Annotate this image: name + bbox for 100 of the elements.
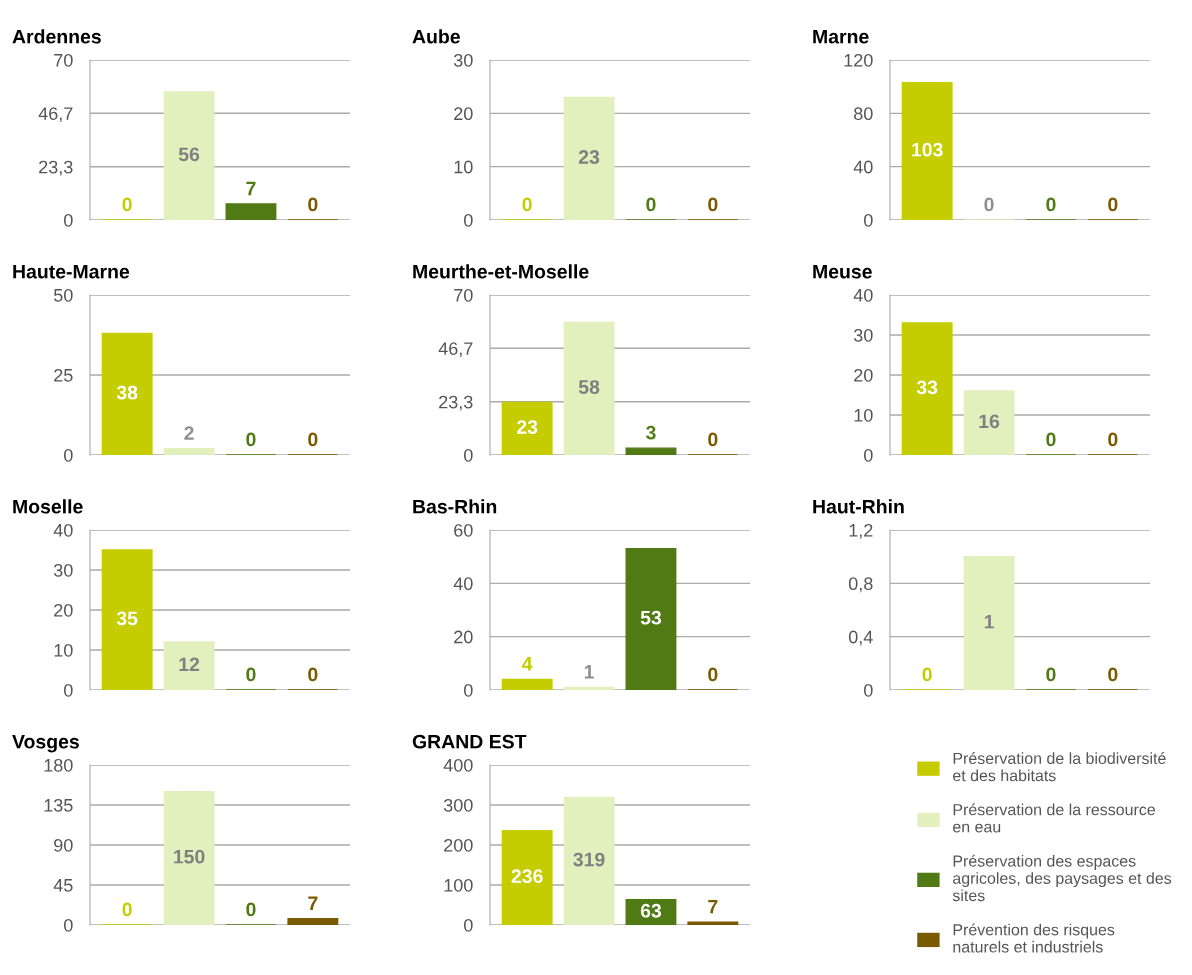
y-tick-label: 200 <box>444 838 473 852</box>
data-label: 56 <box>178 147 200 162</box>
chart-title: Vosges <box>12 734 79 753</box>
data-label: 3 <box>645 425 656 440</box>
data-label: 0 <box>246 902 256 917</box>
y-tick-label: 10 <box>854 408 873 422</box>
data-label: 4 <box>522 657 533 671</box>
y-tick-label: 135 <box>44 798 73 812</box>
data-label: 0 <box>922 667 932 682</box>
data-label: 0 <box>708 432 718 447</box>
y-tick-label: 0 <box>64 683 73 697</box>
data-label: 150 <box>174 849 205 864</box>
data-label: 0 <box>122 902 132 917</box>
y-tick-label: 100 <box>444 878 473 892</box>
y-tick-label: 0 <box>864 448 873 462</box>
data-label: 319 <box>573 852 605 867</box>
y-tick-label: 46,7 <box>438 342 473 358</box>
data-label: 0 <box>308 432 318 447</box>
data-label: 0 <box>984 197 994 212</box>
data-label: 16 <box>979 414 1000 429</box>
y-tick-label: 0 <box>64 448 73 462</box>
y-tick-label: 30 <box>53 563 73 577</box>
y-tick-label: 60 <box>454 523 473 537</box>
y-tick-label: 20 <box>854 368 873 382</box>
chart-title: Haut-Rhin <box>813 499 904 514</box>
data-label: 0 <box>246 667 256 682</box>
y-tick-label: 30 <box>453 53 473 67</box>
data-label: 35 <box>116 611 138 626</box>
data-label: 0 <box>522 197 532 212</box>
legend-label: Prévention des risques naturels et industriels <box>953 923 1115 953</box>
data-label: 1 <box>984 614 994 629</box>
y-tick-label: 46,7 <box>38 107 73 123</box>
data-label: 0 <box>1046 197 1056 212</box>
legend-label: Préservation de la ressource en eau <box>953 803 1155 833</box>
y-tick-label: 1,2 <box>849 523 873 539</box>
chart-title: Bas-Rhin <box>413 499 497 514</box>
data-label: 0 <box>708 667 718 682</box>
data-label: 7 <box>246 181 256 196</box>
data-label: 0 <box>122 197 132 212</box>
y-tick-label: 10 <box>454 160 473 174</box>
data-label: 0 <box>1046 667 1056 682</box>
data-label: 0 <box>646 197 656 212</box>
y-tick-label: 300 <box>443 798 473 812</box>
chart-title: GRAND EST <box>412 734 527 749</box>
y-tick-label: 0 <box>864 213 873 227</box>
y-tick-label: 20 <box>454 630 473 644</box>
y-tick-label: 20 <box>454 107 473 121</box>
data-label: 7 <box>708 899 718 914</box>
data-label: 1 <box>584 665 594 679</box>
data-label: 7 <box>308 896 318 910</box>
data-label: 38 <box>116 385 138 400</box>
data-label: 2 <box>184 426 194 440</box>
chart-title: Ardennes <box>12 29 101 44</box>
y-tick-label: 50 <box>53 288 73 302</box>
data-label: 23 <box>578 150 600 164</box>
chart-title: Meurthe-et-Moselle <box>413 264 589 279</box>
y-tick-label: 23,3 <box>439 395 473 411</box>
y-tick-label: 80 <box>854 107 873 121</box>
y-tick-label: 90 <box>54 838 73 852</box>
y-tick-label: 40 <box>453 577 473 591</box>
data-label: 0 <box>1108 432 1118 447</box>
y-tick-label: 40 <box>853 160 873 174</box>
y-tick-label: 70 <box>454 288 473 302</box>
y-tick-label: 10 <box>54 643 73 657</box>
y-tick-label: 120 <box>844 53 873 67</box>
legend-label: Préservation des espaces agricoles, des paysages et des sites <box>952 854 1172 902</box>
y-tick-label: 0 <box>64 918 73 932</box>
data-label: 0 <box>708 197 718 212</box>
data-label: 103 <box>912 142 943 157</box>
y-tick-label: 0 <box>464 213 473 227</box>
chart-title: Haute-Marne <box>13 264 130 279</box>
y-tick-label: 0 <box>464 918 473 932</box>
data-label: 0 <box>308 667 318 682</box>
chart-title: Meuse <box>813 264 872 279</box>
data-label: 63 <box>640 903 662 918</box>
y-tick-label: 400 <box>443 758 473 772</box>
y-tick-label: 0 <box>464 683 473 697</box>
data-label: 0 <box>308 197 318 212</box>
y-tick-label: 20 <box>54 603 73 617</box>
data-label: 33 <box>916 380 938 395</box>
chart-title: Moselle <box>13 499 83 514</box>
y-tick-label: 0 <box>464 448 473 462</box>
y-tick-label: 25 <box>54 368 73 382</box>
data-label: 0 <box>1046 432 1056 447</box>
y-tick-label: 0 <box>64 213 73 227</box>
y-tick-label: 0 <box>864 683 873 697</box>
chart-title: Aube <box>412 29 460 44</box>
data-label: 23 <box>517 420 538 434</box>
y-tick-label: 180 <box>44 758 73 772</box>
data-label: 236 <box>511 869 543 884</box>
y-tick-label: 45 <box>53 879 73 892</box>
y-tick-label: 40 <box>853 288 873 302</box>
y-tick-label: 0,8 <box>848 577 873 593</box>
data-label: 0 <box>246 432 256 447</box>
y-tick-label: 30 <box>853 328 873 342</box>
legend-label: Préservation de la biodiversité et des habitats <box>953 752 1166 782</box>
data-label: 12 <box>179 657 200 672</box>
chart-title: Marne <box>813 29 869 44</box>
y-tick-label: 40 <box>53 523 73 537</box>
y-tick-label: 0,4 <box>848 630 873 646</box>
